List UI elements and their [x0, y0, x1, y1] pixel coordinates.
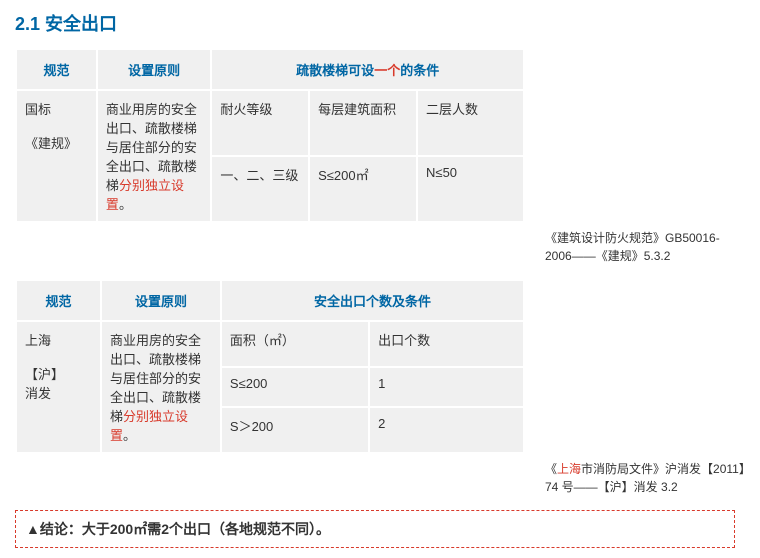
cell-principle: 商业用房的安全出口、疏散楼梯与居住部分的安全出口、疏散楼梯分别独立设置。	[97, 90, 211, 222]
cell-principle: 商业用房的安全出口、疏散楼梯与居住部分的安全出口、疏散楼梯分别独立设置。	[101, 321, 221, 453]
table-row: 上海 【沪】 消发 商业用房的安全出口、疏散楼梯与居住部分的安全出口、疏散楼梯分…	[16, 321, 524, 367]
th-spec: 规范	[16, 49, 97, 90]
principle-post: 。	[123, 428, 136, 443]
cell-subheader: 耐火等级	[211, 90, 309, 156]
spec-line3: 消发	[25, 386, 51, 401]
source-red: 上海	[557, 462, 581, 476]
table-header-row: 规范 设置原则 疏散楼梯可设一个的条件	[16, 49, 524, 90]
th-condition: 疏散楼梯可设一个的条件	[211, 49, 524, 90]
cell-subheader: 面积（㎡）	[221, 321, 369, 367]
th-principle: 设置原则	[97, 49, 211, 90]
th-condition: 安全出口个数及条件	[221, 280, 524, 321]
th-cond-pre: 疏散楼梯可设	[296, 63, 374, 78]
spec-line1: 国标	[25, 102, 51, 117]
table-row: 国标 《建规》 商业用房的安全出口、疏散楼梯与居住部分的安全出口、疏散楼梯分别独…	[16, 90, 524, 156]
principle-post: 。	[119, 197, 132, 212]
source-pre: 《	[545, 462, 557, 476]
source-note-national: 《建筑设计防火规范》GB50016-2006——《建规》5.3.2	[15, 229, 745, 265]
section-title: 2.1 安全出口	[15, 10, 745, 36]
cell-value: S≤200	[221, 367, 369, 408]
cell-value: 一、二、三级	[211, 156, 309, 222]
th-principle: 设置原则	[101, 280, 221, 321]
cell-spec: 上海 【沪】 消发	[16, 321, 101, 453]
th-cond-post: 的条件	[400, 63, 439, 78]
table-header-row: 规范 设置原则 安全出口个数及条件	[16, 280, 524, 321]
source-note-shanghai: 《上海市消防局文件》沪消发【2011】74 号——【沪】消发 3.2	[15, 460, 745, 496]
spec-line2: 【沪】	[25, 367, 64, 382]
cell-subheader: 每层建筑面积	[309, 90, 417, 156]
cell-value: S＞200	[221, 407, 369, 453]
spec-line1: 上海	[25, 333, 51, 348]
cell-value: 2	[369, 407, 524, 453]
table-national-standard: 规范 设置原则 疏散楼梯可设一个的条件 国标 《建规》 商业用房的安全出口、疏散…	[15, 48, 525, 223]
table-shanghai-standard: 规范 设置原则 安全出口个数及条件 上海 【沪】 消发 商业用房的安全出口、疏散…	[15, 279, 525, 454]
cell-value: 1	[369, 367, 524, 408]
th-cond-red: 一个	[374, 63, 400, 78]
cell-subheader: 出口个数	[369, 321, 524, 367]
cell-value: N≤50	[417, 156, 524, 222]
cell-subheader: 二层人数	[417, 90, 524, 156]
spec-line2: 《建规》	[25, 136, 77, 151]
conclusion-box: ▲结论：大于200㎡需2个出口（各地规范不同）。	[15, 510, 735, 548]
cell-value: S≤200㎡	[309, 156, 417, 222]
th-spec: 规范	[16, 280, 101, 321]
cell-spec: 国标 《建规》	[16, 90, 97, 222]
